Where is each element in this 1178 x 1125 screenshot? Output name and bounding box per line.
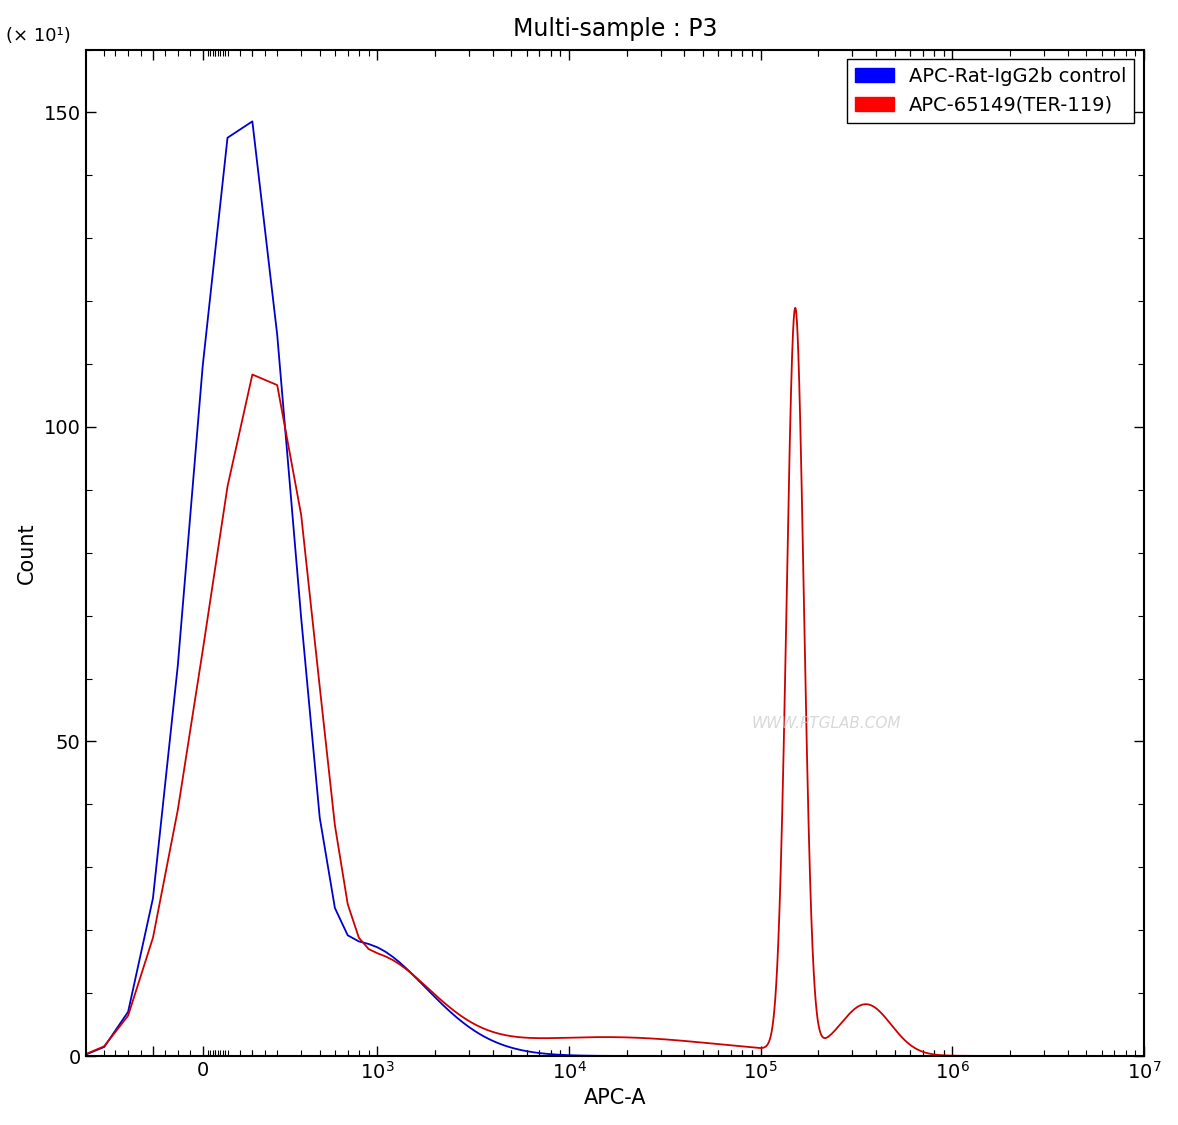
Y-axis label: Count: Count: [16, 522, 37, 584]
APC-65149(TER-119): [788, 302, 802, 315]
Line: APC-Rat-IgG2b control: APC-Rat-IgG2b control: [86, 122, 1144, 1056]
APC-65149(TER-119): [1137, 1050, 1151, 1063]
Line: APC-65149(TER-119): APC-65149(TER-119): [86, 308, 1144, 1056]
APC-65149(TER-119): [1133, 1050, 1147, 1063]
X-axis label: APC-A: APC-A: [583, 1088, 646, 1108]
APC-Rat-IgG2b control: [245, 115, 259, 128]
Title: Multi-sample : P3: Multi-sample : P3: [512, 17, 717, 40]
APC-65149(TER-119): [1084, 1050, 1098, 1063]
APC-Rat-IgG2b control: [962, 1050, 977, 1063]
APC-Rat-IgG2b control: [1133, 1050, 1147, 1063]
APC-Rat-IgG2b control: [1084, 1050, 1098, 1063]
APC-Rat-IgG2b control: [1099, 1050, 1113, 1063]
Text: (× 10¹): (× 10¹): [6, 27, 71, 45]
APC-Rat-IgG2b control: [1129, 1050, 1143, 1063]
APC-65149(TER-119): [822, 1029, 836, 1043]
APC-Rat-IgG2b control: [822, 1050, 836, 1063]
Legend: APC-Rat-IgG2b control, APC-65149(TER-119): APC-Rat-IgG2b control, APC-65149(TER-119…: [847, 60, 1134, 123]
APC-Rat-IgG2b control: [79, 1047, 93, 1061]
APC-65149(TER-119): [1129, 1050, 1143, 1063]
APC-65149(TER-119): [962, 1050, 977, 1063]
Text: WWW.PTGLAB.COM: WWW.PTGLAB.COM: [752, 717, 901, 731]
APC-Rat-IgG2b control: [1137, 1050, 1151, 1063]
APC-65149(TER-119): [1099, 1050, 1113, 1063]
APC-65149(TER-119): [79, 1047, 93, 1061]
